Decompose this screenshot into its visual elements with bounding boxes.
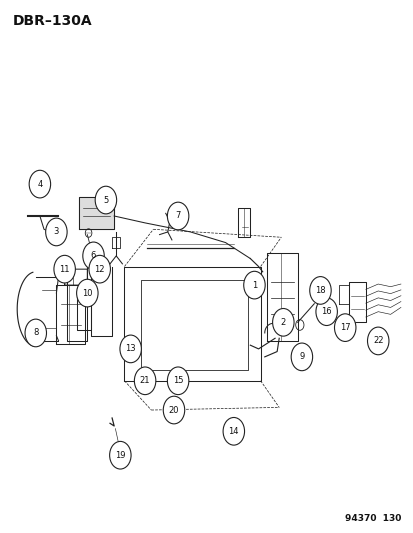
Text: 7: 7 (175, 212, 180, 221)
Text: 10: 10 (82, 288, 93, 297)
Text: 13: 13 (125, 344, 135, 353)
Text: 1: 1 (251, 280, 256, 289)
Text: 94370  130: 94370 130 (344, 514, 400, 523)
Circle shape (95, 186, 116, 214)
Circle shape (167, 202, 188, 230)
Circle shape (29, 170, 50, 198)
Circle shape (163, 396, 184, 424)
Circle shape (272, 309, 293, 336)
Text: 17: 17 (339, 323, 350, 332)
Text: 21: 21 (140, 376, 150, 385)
Text: 20: 20 (169, 406, 179, 415)
Circle shape (83, 242, 104, 270)
Circle shape (290, 343, 312, 370)
Text: 4: 4 (37, 180, 43, 189)
Circle shape (45, 218, 67, 246)
Circle shape (309, 277, 330, 304)
Polygon shape (79, 197, 114, 229)
Text: 22: 22 (372, 336, 382, 345)
Text: 19: 19 (115, 451, 125, 460)
Circle shape (134, 367, 155, 394)
Text: 15: 15 (173, 376, 183, 385)
Text: 16: 16 (320, 307, 331, 316)
Text: 8: 8 (33, 328, 38, 337)
Text: 12: 12 (94, 265, 105, 273)
Text: 14: 14 (228, 427, 238, 436)
Text: 9: 9 (299, 352, 304, 361)
Text: 11: 11 (59, 265, 70, 273)
Circle shape (367, 327, 388, 355)
Circle shape (89, 255, 110, 283)
Text: 5: 5 (103, 196, 108, 205)
Text: DBR–130A: DBR–130A (13, 14, 93, 28)
Text: 3: 3 (54, 228, 59, 237)
Text: 18: 18 (314, 286, 325, 295)
Circle shape (109, 441, 131, 469)
Circle shape (76, 279, 98, 307)
Circle shape (25, 319, 46, 347)
Circle shape (167, 367, 188, 394)
Circle shape (120, 335, 141, 363)
Circle shape (334, 314, 355, 342)
Circle shape (243, 271, 265, 299)
Circle shape (223, 417, 244, 445)
Text: 6: 6 (90, 252, 96, 260)
Circle shape (54, 255, 75, 283)
Text: 2: 2 (280, 318, 285, 327)
Circle shape (315, 298, 337, 326)
